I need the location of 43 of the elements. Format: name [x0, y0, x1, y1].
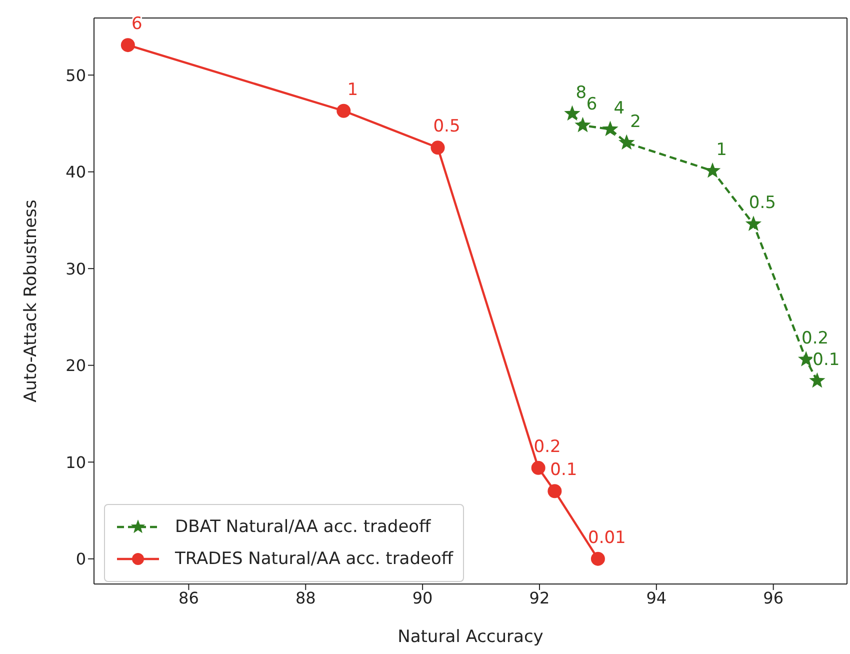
annotation: 6 — [586, 94, 598, 114]
point — [548, 484, 562, 498]
x-tick-label: 88 — [295, 588, 316, 608]
point — [336, 104, 351, 118]
y-tick-label: 0 — [76, 550, 86, 569]
annotation: 2 — [630, 112, 642, 132]
point — [618, 134, 635, 150]
y-axis-title: Auto-Attack Robustness — [21, 200, 42, 402]
annotation: 4 — [614, 98, 625, 118]
point — [745, 216, 762, 231]
x-tick-label: 96 — [763, 588, 784, 608]
point — [531, 460, 546, 475]
y-tick-label: 40 — [66, 162, 86, 182]
annotation: 1 — [716, 140, 727, 160]
point — [430, 140, 445, 155]
x-tick-label: 90 — [412, 588, 433, 608]
point — [602, 120, 618, 136]
legend-label: DBAT Natural/AA acc. tradeoff — [175, 517, 431, 537]
annotation: 0.1 — [550, 460, 578, 480]
x-tick-label: 92 — [529, 588, 550, 608]
x-tick-label: 94 — [646, 588, 667, 608]
annotation: 1 — [347, 80, 358, 100]
point — [120, 38, 135, 52]
annotation: 0.2 — [534, 436, 561, 457]
annotation: 0.1 — [812, 350, 840, 370]
annotation: 0.2 — [802, 328, 829, 349]
annotation: 6 — [131, 14, 142, 34]
annotation: 0.5 — [748, 193, 776, 214]
x-axis-title: Natural Accuracy — [398, 627, 544, 647]
annotation: 8 — [576, 82, 587, 103]
legend-label: TRADES Natural/AA acc. tradeoff — [175, 549, 454, 569]
annotation: 0.5 — [433, 116, 460, 137]
point — [574, 116, 591, 132]
y-tick-label: 30 — [66, 259, 86, 278]
x-tick-label: 86 — [178, 588, 199, 608]
point — [809, 372, 826, 388]
point — [590, 552, 605, 566]
y-tick-label: 10 — [66, 452, 86, 472]
y-tick-label: 50 — [66, 66, 86, 85]
annotation: 0.01 — [588, 528, 626, 548]
y-tick-label: 20 — [66, 356, 86, 376]
point — [564, 105, 580, 121]
point — [798, 351, 814, 366]
